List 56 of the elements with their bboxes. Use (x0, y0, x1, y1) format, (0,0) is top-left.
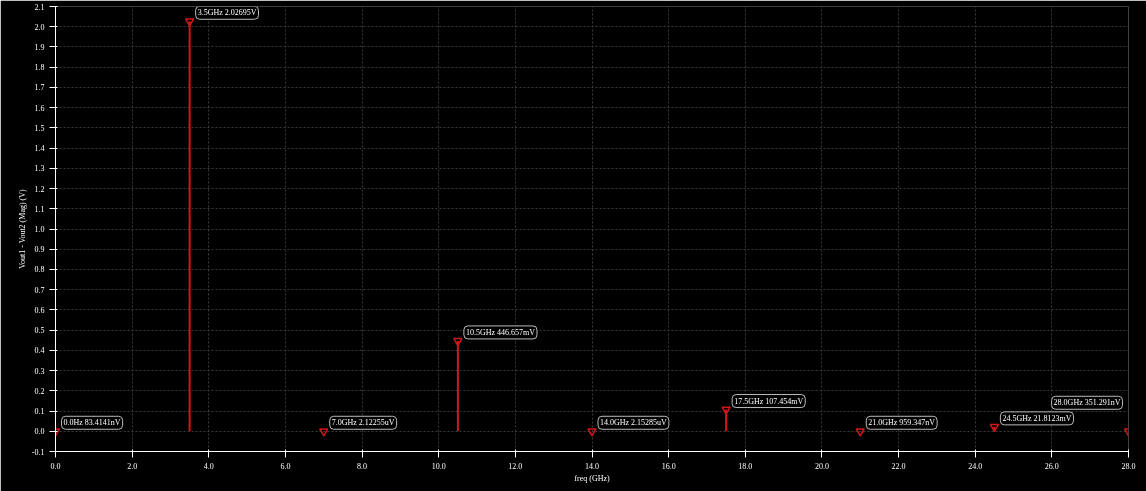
x-tick-label: 26.0 (1044, 461, 1059, 471)
y-tick-label: 1.5 (34, 123, 45, 133)
y-tick-label: 0.7 (34, 285, 45, 295)
point (319, 428, 329, 437)
y-axis-title: Vout1 - Vout2 (Mag) (V) (17, 188, 27, 269)
data-label: 10.5GHz 446.657mV (465, 327, 536, 337)
y-tick-label: 0.1 (34, 407, 45, 417)
y-tick-label: 0.9 (34, 245, 45, 255)
point (184, 18, 195, 27)
y-tick-label: 1.1 (34, 204, 45, 214)
y-tick-label: 1.6 (34, 103, 45, 113)
x-tick-label: 22.0 (891, 461, 906, 471)
y-tick-label: 0.0 (34, 427, 45, 437)
x-tick-label: 20.0 (814, 461, 829, 471)
y-tick-label: 1.2 (34, 184, 45, 194)
x-tick-label: 4.0 (203, 461, 214, 471)
point (453, 337, 463, 347)
y-tick-label: 1.7 (34, 83, 45, 93)
x-tick-label: 14.0 (585, 461, 599, 471)
y-tick-label: 2.1 (34, 2, 45, 12)
y-tick-label: 1.3 (34, 164, 45, 174)
point (721, 406, 731, 415)
x-tick-label: 8.0 (357, 461, 368, 471)
data-label: 3.5GHz 2.02695V (197, 8, 257, 18)
y-tick-label: -0.1 (31, 447, 45, 457)
data-label: 7.0GHz 2.12255uV (331, 418, 395, 428)
data-label: 0.0Hz 83.4141nV (63, 418, 121, 428)
data-label: 28.0GHz 351.291nV (1053, 398, 1121, 408)
x-tick-label: 2.0 (127, 461, 138, 471)
point (989, 423, 1000, 433)
y-tick-label: 0.3 (34, 366, 45, 376)
x-tick-label: 18.0 (738, 461, 753, 471)
point (587, 428, 597, 437)
y-tick-label: 0.8 (34, 265, 45, 275)
data-label: 17.5GHz 107.454mV (734, 396, 804, 406)
x-tick-label: 6.0 (280, 461, 291, 471)
y-tick-label: 1.8 (34, 63, 45, 73)
x-tick-label: 0.0 (50, 461, 61, 471)
y-tick-label: 0.5 (34, 326, 45, 336)
y-tick-label: 0.6 (34, 305, 45, 315)
y-tick-label: 1.4 (34, 144, 45, 154)
y-tick-label: 2.0 (34, 22, 45, 32)
point (855, 428, 865, 437)
x-tick-label: 12.0 (508, 461, 523, 471)
y-tick-label: 1.9 (34, 42, 45, 52)
y-tick-label: 0.2 (34, 386, 45, 396)
x-axis-title: freq (GHz) (574, 473, 610, 483)
data-label: 24.5GHz 21.8123mV (1002, 413, 1072, 423)
data-label: 14.0GHz 2.15285uV (600, 418, 668, 428)
y-tick-label: 0.4 (34, 346, 45, 356)
y-tick-label: 1.0 (34, 225, 45, 234)
x-tick-label: 28.0 (1121, 461, 1136, 471)
x-tick-label: 24.0 (968, 461, 983, 471)
x-tick-label: 10.0 (431, 461, 446, 471)
data-label: 21.0GHz 959.347nV (868, 418, 936, 428)
x-tick-label: 16.0 (661, 461, 676, 471)
